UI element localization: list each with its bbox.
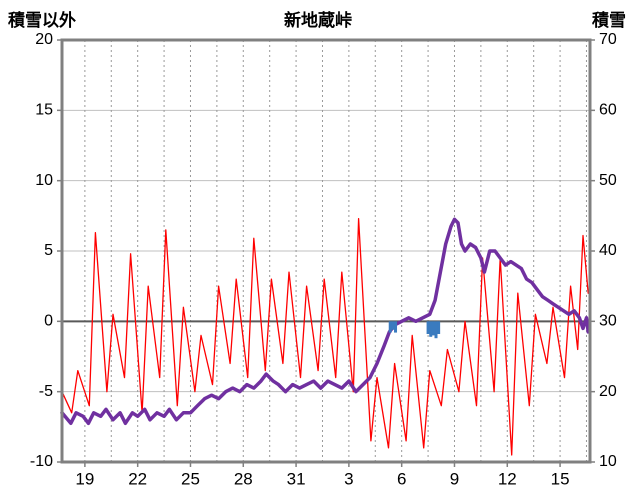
x-axis-tick-label: 9 <box>450 469 459 488</box>
left-axis-tick-label: -10 <box>30 453 53 470</box>
right-axis-tick-label: 50 <box>599 172 617 189</box>
x-axis-tick-label: 6 <box>397 469 406 488</box>
blue-bar <box>394 321 398 333</box>
x-axis-tick-label: 25 <box>181 469 200 488</box>
left-axis-title: 積雪以外 <box>8 11 76 30</box>
x-axis-tick-label: 3 <box>344 469 353 488</box>
blue-bar <box>391 321 395 330</box>
x-axis-tick-label: 19 <box>75 469 94 488</box>
x-axis-tick-label: 12 <box>498 469 517 488</box>
x-axis-tick-label: 15 <box>551 469 570 488</box>
left-axis-tick-label: 0 <box>44 313 53 330</box>
blue-bar <box>388 321 392 333</box>
right-axis-tick-label: 20 <box>599 383 617 400</box>
left-axis-tick-label: -5 <box>39 383 53 400</box>
right-axis-tick-label: 10 <box>599 453 617 470</box>
plot-frame <box>60 38 592 464</box>
left-axis-tick-label: 10 <box>35 172 53 189</box>
blue-bar <box>431 321 435 336</box>
non-snow-line <box>61 217 589 456</box>
x-axis-tick-label: 31 <box>287 469 306 488</box>
right-axis-tick-label: 60 <box>599 102 617 119</box>
blue-bar <box>434 321 438 339</box>
right-axis-title: 積雪 <box>592 11 626 30</box>
left-axis-tick-label: 15 <box>35 102 53 119</box>
blue-bar <box>429 321 433 337</box>
left-axis-tick-label: 20 <box>35 31 53 48</box>
blue-bar <box>437 321 441 334</box>
right-axis-tick-label: 30 <box>599 313 617 330</box>
right-axis-tick-label: 70 <box>599 31 617 48</box>
snow-depth-line <box>60 217 590 426</box>
blue-bar <box>426 321 430 334</box>
x-axis-tick-label: 22 <box>128 469 147 488</box>
chart-title: 新地蔵峠 <box>284 11 352 30</box>
left-axis-tick-label: 5 <box>44 242 53 259</box>
right-axis-tick-label: 40 <box>599 242 617 259</box>
x-axis-tick-label: 28 <box>234 469 253 488</box>
